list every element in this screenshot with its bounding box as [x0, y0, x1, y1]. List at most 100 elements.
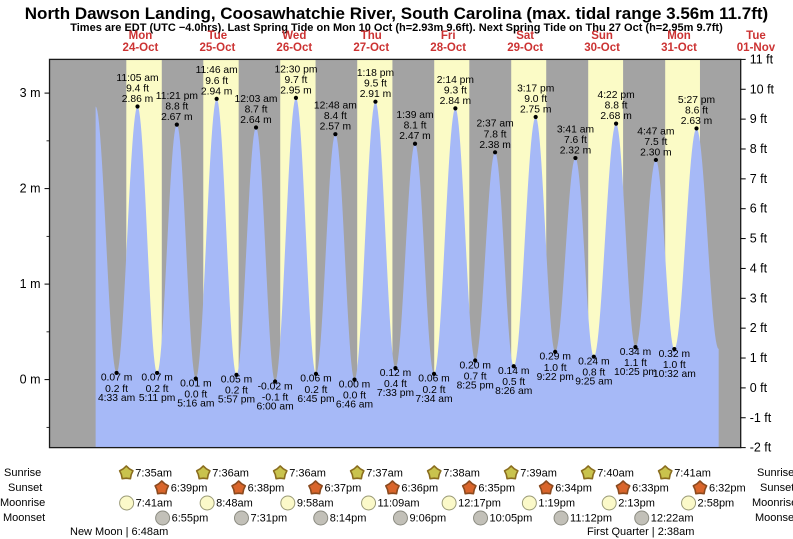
- svg-text:8.4 ft: 8.4 ft: [324, 111, 347, 122]
- svg-text:12:03 am: 12:03 am: [235, 94, 278, 105]
- svg-text:2 m: 2 m: [20, 182, 41, 196]
- svg-text:0.24 m: 0.24 m: [578, 356, 609, 367]
- svg-text:8 ft: 8 ft: [750, 142, 768, 156]
- svg-text:25-Oct: 25-Oct: [200, 42, 236, 54]
- svg-text:Thu: Thu: [361, 30, 382, 42]
- svg-text:11:46 am: 11:46 am: [196, 65, 238, 76]
- svg-text:2.68 m: 2.68 m: [600, 111, 631, 122]
- svg-text:2:37 am: 2:37 am: [476, 119, 513, 130]
- svg-text:2.63 m: 2.63 m: [681, 116, 712, 127]
- svg-text:5 ft: 5 ft: [750, 232, 768, 246]
- svg-text:Mon: Mon: [667, 30, 691, 42]
- svg-text:2.94 m: 2.94 m: [201, 86, 232, 97]
- svg-text:-0.02 m: -0.02 m: [258, 381, 293, 392]
- svg-text:2.38 m: 2.38 m: [479, 140, 510, 151]
- svg-text:9:06pm: 9:06pm: [409, 513, 446, 525]
- svg-text:6:35pm: 6:35pm: [478, 483, 515, 495]
- svg-text:28-Oct: 28-Oct: [430, 42, 466, 54]
- svg-text:0.20 m: 0.20 m: [459, 360, 490, 371]
- svg-text:9.5 ft: 9.5 ft: [364, 79, 387, 90]
- svg-text:8.6 ft: 8.6 ft: [685, 105, 708, 116]
- svg-text:2.91 m: 2.91 m: [360, 89, 391, 100]
- svg-text:6:36pm: 6:36pm: [401, 483, 438, 495]
- svg-text:5:11 pm: 5:11 pm: [139, 393, 175, 404]
- svg-text:6:00 am: 6:00 am: [256, 401, 293, 412]
- svg-text:6:33pm: 6:33pm: [632, 483, 669, 495]
- svg-text:2:13pm: 2:13pm: [618, 498, 655, 510]
- svg-text:8:26 am: 8:26 am: [495, 386, 532, 397]
- svg-text:0.29 m: 0.29 m: [539, 352, 570, 363]
- svg-text:2.30 m: 2.30 m: [640, 147, 671, 158]
- svg-text:4:22 pm: 4:22 pm: [597, 90, 634, 101]
- svg-text:01-Nov: 01-Nov: [737, 42, 776, 54]
- svg-text:9.4 ft: 9.4 ft: [126, 83, 149, 94]
- svg-text:2.84 m: 2.84 m: [440, 96, 471, 107]
- svg-text:9.6 ft: 9.6 ft: [205, 76, 228, 87]
- svg-text:29-Oct: 29-Oct: [507, 42, 543, 54]
- svg-text:7:41am: 7:41am: [674, 468, 711, 480]
- svg-text:8.1 ft: 8.1 ft: [404, 121, 427, 132]
- svg-text:0.05 m: 0.05 m: [221, 375, 252, 386]
- svg-text:7:39am: 7:39am: [520, 468, 557, 480]
- svg-text:10:32 am: 10:32 am: [653, 369, 696, 380]
- svg-text:0.06 m: 0.06 m: [418, 374, 449, 385]
- svg-text:7.6 ft: 7.6 ft: [564, 135, 587, 146]
- svg-text:9:25 am: 9:25 am: [575, 377, 612, 388]
- svg-text:2.95 m: 2.95 m: [280, 85, 311, 96]
- svg-text:Sun: Sun: [591, 30, 613, 42]
- svg-text:1:19pm: 1:19pm: [538, 498, 575, 510]
- svg-text:6:55pm: 6:55pm: [172, 513, 209, 525]
- svg-text:5:16 am: 5:16 am: [177, 399, 214, 410]
- svg-text:6:46 am: 6:46 am: [336, 400, 373, 411]
- svg-text:4:33 am: 4:33 am: [98, 393, 135, 404]
- svg-text:6:34pm: 6:34pm: [555, 483, 592, 495]
- svg-text:-2 ft: -2 ft: [750, 441, 772, 455]
- svg-text:9:22 pm: 9:22 pm: [537, 372, 574, 383]
- svg-text:2:58pm: 2:58pm: [698, 498, 735, 510]
- svg-text:0.12 m: 0.12 m: [380, 368, 411, 379]
- svg-text:6:45 pm: 6:45 pm: [297, 394, 334, 405]
- svg-text:9.3 ft: 9.3 ft: [444, 85, 467, 96]
- svg-text:0.07 m: 0.07 m: [141, 373, 172, 384]
- svg-text:9 ft: 9 ft: [750, 112, 768, 126]
- svg-text:7:36am: 7:36am: [212, 468, 249, 480]
- svg-text:11:05 am: 11:05 am: [116, 73, 158, 84]
- svg-text:27-Oct: 27-Oct: [353, 42, 389, 54]
- svg-text:12:17pm: 12:17pm: [458, 498, 501, 510]
- svg-text:9:58am: 9:58am: [297, 498, 334, 510]
- svg-text:Wed: Wed: [282, 30, 306, 42]
- svg-text:5:57 pm: 5:57 pm: [218, 395, 255, 406]
- svg-text:4 ft: 4 ft: [750, 261, 768, 275]
- svg-text:7:37am: 7:37am: [366, 468, 403, 480]
- svg-text:11:12pm: 11:12pm: [570, 513, 612, 525]
- svg-text:2.57 m: 2.57 m: [320, 122, 351, 133]
- svg-text:11:21 pm: 11:21 pm: [156, 91, 198, 102]
- svg-text:7:33 pm: 7:33 pm: [377, 388, 414, 399]
- svg-text:0.32 m: 0.32 m: [659, 349, 690, 360]
- svg-text:7.8 ft: 7.8 ft: [484, 129, 507, 140]
- svg-text:11:09am: 11:09am: [378, 498, 420, 510]
- svg-text:5:27 pm: 5:27 pm: [678, 95, 715, 106]
- svg-text:2 ft: 2 ft: [750, 321, 768, 335]
- svg-text:10 ft: 10 ft: [750, 82, 775, 96]
- svg-text:10:05pm: 10:05pm: [490, 513, 533, 525]
- svg-text:1 ft: 1 ft: [750, 351, 768, 365]
- svg-text:7:40am: 7:40am: [597, 468, 634, 480]
- svg-text:1:39 am: 1:39 am: [396, 110, 433, 121]
- svg-text:7:36am: 7:36am: [289, 468, 326, 480]
- svg-text:Tue: Tue: [208, 30, 228, 42]
- svg-text:0.14 m: 0.14 m: [498, 366, 529, 377]
- svg-text:3:41 am: 3:41 am: [557, 124, 594, 135]
- svg-text:6 ft: 6 ft: [750, 202, 768, 216]
- svg-text:12:48 am: 12:48 am: [314, 101, 357, 112]
- svg-text:7:35am: 7:35am: [135, 468, 172, 480]
- svg-text:Fri: Fri: [441, 30, 456, 42]
- svg-text:2.86 m: 2.86 m: [122, 94, 153, 105]
- svg-text:2.75 m: 2.75 m: [520, 104, 551, 115]
- svg-text:2.32 m: 2.32 m: [560, 146, 591, 157]
- svg-text:6:38pm: 6:38pm: [248, 483, 285, 495]
- svg-text:0.01 m: 0.01 m: [180, 378, 211, 389]
- svg-text:8:48am: 8:48am: [216, 498, 253, 510]
- svg-text:0.07 m: 0.07 m: [101, 373, 132, 384]
- svg-text:9.7 ft: 9.7 ft: [284, 75, 307, 86]
